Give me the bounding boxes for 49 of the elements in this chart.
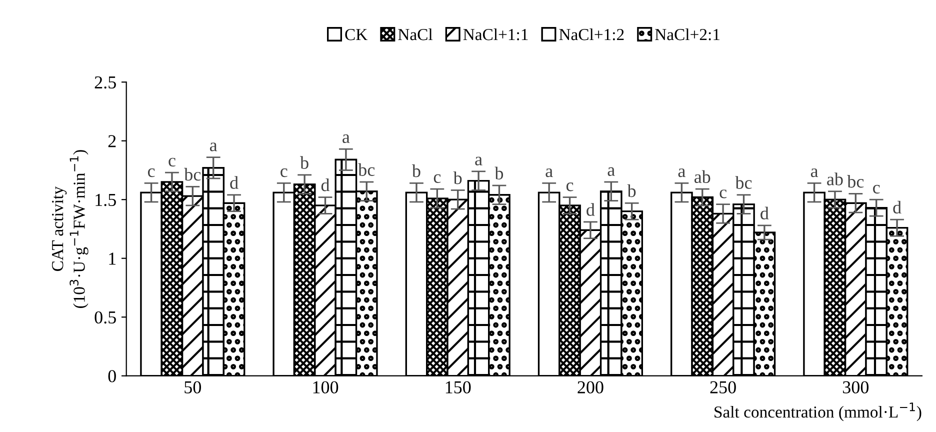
data-label: a [475,156,482,166]
data-label: c [168,158,176,167]
y-tick-label: 0 [108,370,116,382]
legend-label: CK [345,28,368,40]
data-label: a [810,168,818,178]
y-tick-label: 1 [109,252,116,265]
legend-label: NaCl+2:1 [655,28,720,40]
x-axis-title: Salt concentration (mmol·L$^{−1}$) [714,402,922,422]
data-label: a [342,134,350,144]
data-label: ab [827,172,843,186]
data-label: a [608,167,615,176]
y-axis-title: CAT activity (10$^{3}$·U·g$^{−1}$FW·min$^{−1}$) [52,150,88,308]
x-tick-label: 300 [842,381,869,394]
data-label: b [627,184,636,198]
data-label: ab [694,170,710,183]
data-label: c [148,168,155,178]
data-label: bc [358,163,375,176]
y-tick-label: 1.5 [96,194,116,206]
data-label: d [586,203,595,216]
data-label: d [760,206,769,220]
data-label: b [494,166,504,180]
data-label: d [230,176,238,189]
data-label: b [453,171,462,184]
data-label: bc [184,168,201,181]
x-tick-label: 50 [184,381,201,394]
data-label: a [546,168,553,178]
legend-label: NaCl [398,28,433,40]
y-tick-label: 2.5 [94,76,116,89]
data-label: d [321,178,330,192]
y-tick-label: 0.5 [94,311,116,324]
y-tick-label: 2 [108,135,116,148]
x-tick-label: 200 [578,381,604,394]
data-label: a [678,168,686,178]
x-tick-label: 150 [446,381,471,394]
legend-label: NaCl+1:1 [463,28,528,40]
x-tick-label: 100 [313,381,338,394]
data-label: c [720,190,727,198]
data-label: c [434,174,441,183]
data-label: c [280,168,288,178]
x-tick-label: 250 [710,381,736,394]
data-label: bc [847,174,864,188]
legend-label: NaCl+1:2 [559,28,624,40]
data-label: b [300,156,308,169]
data-label: a [210,142,218,152]
data-label: d [893,200,902,214]
data-label: c [873,184,880,194]
data-label: bc [735,176,752,189]
data-label: c [566,182,574,192]
data-label: b [412,164,420,178]
